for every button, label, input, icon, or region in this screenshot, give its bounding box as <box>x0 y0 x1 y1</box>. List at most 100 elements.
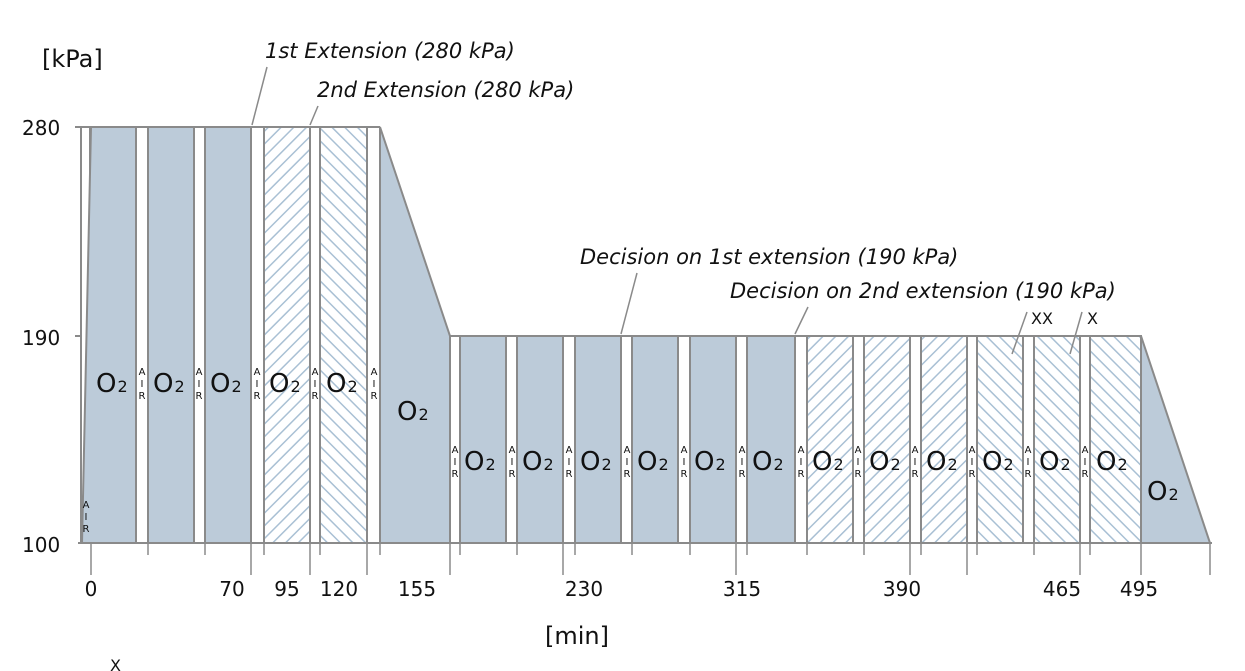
mark-xx: XX <box>1031 309 1053 328</box>
svg-text:R: R <box>509 469 516 480</box>
o2-label: O2 <box>926 447 958 477</box>
y-axis-unit: [kPa] <box>42 45 103 73</box>
extension-interval-280-2 <box>319 126 368 544</box>
x-tick-155: 155 <box>398 577 436 601</box>
footer-mark: X <box>110 656 121 671</box>
air-label: AIR <box>254 367 261 402</box>
svg-text:I: I <box>314 379 317 390</box>
o2-label: O2 <box>397 397 429 427</box>
annotation-first-extension: 1st Extension (280 kPa) <box>265 39 515 63</box>
o2-label: O2 <box>269 369 301 399</box>
svg-text:R: R <box>139 391 146 402</box>
svg-text:R: R <box>452 469 459 480</box>
extension-interval-190-2 <box>863 335 911 544</box>
svg-text:I: I <box>1084 457 1087 468</box>
svg-text:I: I <box>454 457 457 468</box>
extension-interval-190-6 <box>1089 335 1142 544</box>
svg-text:R: R <box>912 469 919 480</box>
x-tick-465: 465 <box>1043 577 1081 601</box>
svg-text:R: R <box>83 524 90 535</box>
o2-label: O2 <box>1096 447 1128 477</box>
air-label: AIR <box>912 445 919 480</box>
o2-label: O2 <box>326 369 358 399</box>
svg-text:R: R <box>312 391 319 402</box>
annotation-decision-second: Decision on 2nd extension (190 kPa) <box>730 279 1116 303</box>
x-tick-0: 0 <box>85 577 98 601</box>
svg-text:I: I <box>800 457 803 468</box>
svg-text:A: A <box>624 445 631 456</box>
svg-text:I: I <box>683 457 686 468</box>
extension-interval-190-4 <box>976 335 1024 544</box>
oxygen-interval-190-5 <box>689 335 737 544</box>
svg-text:I: I <box>373 379 376 390</box>
svg-text:A: A <box>969 445 976 456</box>
svg-text:R: R <box>624 469 631 480</box>
oxygen-interval-280-1 <box>80 126 137 544</box>
air-label: AIR <box>855 445 862 480</box>
oxygen-interval-190-4 <box>631 335 679 544</box>
air-label: AIR <box>566 445 573 480</box>
x-axis-unit: [min] <box>545 622 609 650</box>
oxygen-interval-280-2 <box>147 126 195 544</box>
svg-text:A: A <box>1025 445 1032 456</box>
x-tick-495: 495 <box>1120 577 1158 601</box>
o2-label: O2 <box>637 447 669 477</box>
svg-text:A: A <box>855 445 862 456</box>
svg-text:I: I <box>198 379 201 390</box>
o2-label: O2 <box>869 447 901 477</box>
y-tick-190: 190 <box>22 326 60 350</box>
svg-text:I: I <box>256 379 259 390</box>
oxygen-decompression-1 <box>379 126 451 544</box>
svg-text:I: I <box>971 457 974 468</box>
svg-text:R: R <box>1082 469 1089 480</box>
air-label: AIR <box>509 445 516 480</box>
svg-text:I: I <box>568 457 571 468</box>
svg-text:I: I <box>141 379 144 390</box>
air-label: AIR <box>452 445 459 480</box>
extension-interval-190-3 <box>920 335 968 544</box>
x-tick-70: 70 <box>219 577 244 601</box>
svg-text:A: A <box>83 500 90 511</box>
svg-text:R: R <box>739 469 746 480</box>
x-tick-390: 390 <box>883 577 921 601</box>
annotation-second-extension: 2nd Extension (280 kPa) <box>317 78 574 102</box>
o2-label: O2 <box>580 447 612 477</box>
svg-text:I: I <box>1027 457 1030 468</box>
svg-text:R: R <box>855 469 862 480</box>
svg-text:A: A <box>681 445 688 456</box>
extension-interval-190-1 <box>806 335 854 544</box>
y-tick-280: 280 <box>22 116 60 140</box>
svg-text:A: A <box>798 445 805 456</box>
extension-interval-280-1 <box>263 126 311 544</box>
o2-label: O2 <box>694 447 726 477</box>
svg-text:I: I <box>626 457 629 468</box>
svg-text:I: I <box>857 457 860 468</box>
x-tick-120: 120 <box>320 577 358 601</box>
svg-text:A: A <box>912 445 919 456</box>
x-tick-315: 315 <box>723 577 761 601</box>
o2-label: O2 <box>1039 447 1071 477</box>
mark-x: X <box>1087 309 1098 328</box>
svg-text:I: I <box>741 457 744 468</box>
oxygen-interval-190-3 <box>574 335 622 544</box>
svg-text:I: I <box>85 512 88 523</box>
o2-label: O2 <box>153 369 185 399</box>
air-label: AIR <box>371 367 378 402</box>
svg-text:R: R <box>254 391 261 402</box>
svg-text:A: A <box>254 367 261 378</box>
o2-label: O2 <box>210 369 242 399</box>
svg-text:A: A <box>312 367 319 378</box>
air-label: AIR <box>624 445 631 480</box>
oxygen-interval-190-1 <box>459 335 507 544</box>
svg-text:I: I <box>511 457 514 468</box>
oxygen-interval-280-3 <box>204 126 252 544</box>
svg-text:R: R <box>969 469 976 480</box>
x-tick-95: 95 <box>274 577 299 601</box>
o2-label: O2 <box>982 447 1014 477</box>
air-label: AIR <box>196 367 203 402</box>
y-tick-100: 100 <box>22 533 60 557</box>
svg-text:A: A <box>566 445 573 456</box>
air-label: AIR <box>83 500 90 535</box>
svg-text:R: R <box>1025 469 1032 480</box>
air-label: AIR <box>1025 445 1032 480</box>
